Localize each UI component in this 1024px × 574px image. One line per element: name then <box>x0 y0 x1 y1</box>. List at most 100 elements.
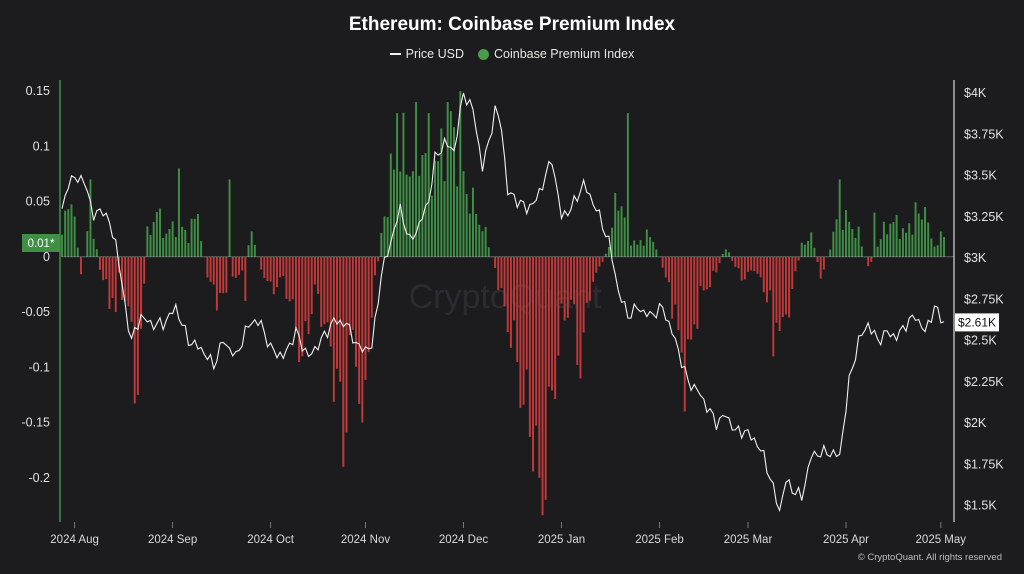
premium-bar <box>364 256 367 380</box>
premium-bar <box>901 228 904 257</box>
premium-bar <box>886 234 889 257</box>
right-tick-label: $3.5K <box>964 169 997 183</box>
premium-bar <box>421 155 424 257</box>
premium-bar <box>500 256 503 288</box>
right-tick-label: $3K <box>964 251 987 265</box>
premium-bar <box>98 256 101 270</box>
premium-bar <box>848 221 851 257</box>
premium-bar <box>636 244 639 257</box>
premium-bar <box>298 256 301 363</box>
premium-bar <box>582 256 585 333</box>
right-tick-label: $1.75K <box>964 457 1004 471</box>
premium-bar <box>326 256 329 323</box>
premium-bar <box>355 256 357 367</box>
premium-bar <box>784 256 787 315</box>
premium-bar <box>516 256 519 363</box>
premium-bar <box>168 228 171 257</box>
premium-bar <box>566 256 569 318</box>
premium-bar <box>136 256 139 395</box>
premium-bar <box>212 256 215 285</box>
premium-bar <box>541 256 544 516</box>
premium-bar <box>108 256 111 309</box>
premium-bar <box>487 247 490 257</box>
right-tick-label: $3.25K <box>964 210 1004 224</box>
left-tick-label: 0 <box>43 250 50 264</box>
premium-bar <box>272 256 275 295</box>
premium-bar <box>927 222 930 257</box>
premium-bar <box>206 256 209 278</box>
premium-bar <box>892 221 895 257</box>
x-tick-label: 2025 Jan <box>538 534 585 546</box>
premium-bar <box>155 211 158 257</box>
legend-item-price[interactable]: Price USD <box>389 47 464 61</box>
premium-bar <box>76 247 79 257</box>
premium-bar <box>124 256 127 302</box>
premium-bar <box>639 240 642 257</box>
premium-dot-swatch <box>477 48 489 60</box>
premium-bar <box>133 256 136 404</box>
legend-item-premium[interactable]: Coinbase Premium Index <box>477 47 634 61</box>
premium-bar <box>626 113 629 257</box>
premium-bar <box>671 256 674 319</box>
premium-bar <box>592 256 595 282</box>
premium-bar <box>579 256 582 379</box>
premium-bar <box>803 244 806 257</box>
premium-bar <box>373 256 376 276</box>
current-price-badge: $2.61K <box>955 313 999 332</box>
right-tick-label: $2.25K <box>964 375 1004 389</box>
premium-bar <box>253 244 256 257</box>
premium-bar <box>652 241 655 257</box>
x-tick-label: 2025 May <box>916 534 967 546</box>
premium-bar <box>832 231 835 257</box>
premium-bar <box>130 256 133 322</box>
premium-bar <box>737 256 740 269</box>
premium-bar <box>607 246 610 257</box>
premium-bar <box>370 256 373 318</box>
premium-bar <box>61 234 63 257</box>
premium-bar <box>244 256 247 301</box>
premium-bar <box>389 153 392 257</box>
premium-bar <box>560 256 563 304</box>
premium-bar <box>699 256 702 287</box>
right-tick-label: $1.5K <box>964 499 997 513</box>
premium-bar <box>323 256 326 325</box>
premium-bar <box>200 241 203 257</box>
premium-bar <box>680 256 683 353</box>
x-axis-ticks: 2024 Aug 2024 Sep 2024 Oct 2024 Nov 2024 Dec… <box>50 522 966 546</box>
right-tick-label: $2K <box>964 416 987 430</box>
premium-bar <box>114 256 117 313</box>
premium-bar <box>854 237 857 257</box>
premium-bar <box>279 256 282 278</box>
premium-bar <box>282 256 285 277</box>
premium-bar <box>348 256 351 336</box>
premium-bar <box>225 256 228 293</box>
premium-bar <box>810 232 813 257</box>
premium-bar <box>332 256 335 402</box>
premium-bar <box>630 245 633 257</box>
premium-bar <box>807 240 810 257</box>
premium-bar <box>238 256 241 275</box>
x-tick-label: 2024 Dec <box>439 534 488 546</box>
premium-bar <box>86 231 89 257</box>
premium-bar <box>434 160 437 257</box>
premium-bar <box>781 256 784 318</box>
premium-bar <box>288 256 291 302</box>
premium-bar <box>563 256 566 321</box>
premium-bar <box>215 256 218 311</box>
premium-bar <box>456 186 459 257</box>
premium-bar <box>165 233 168 257</box>
premium-bar <box>870 256 873 262</box>
premium-bar <box>443 181 446 257</box>
premium-bar <box>822 256 825 270</box>
premium-bar <box>696 256 699 329</box>
premium-bar <box>263 256 266 279</box>
premium-bar <box>569 256 572 300</box>
premium-bar <box>329 256 332 347</box>
premium-bar <box>604 253 607 257</box>
premium-bar <box>307 256 310 335</box>
premium-bar <box>939 231 942 257</box>
premium-bar <box>140 256 143 329</box>
premium-bar <box>661 256 664 268</box>
price-line-swatch <box>389 53 401 55</box>
